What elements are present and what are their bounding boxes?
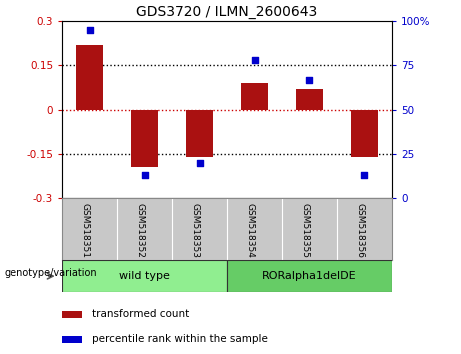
Text: GSM518352: GSM518352 xyxy=(136,203,145,258)
Title: GDS3720 / ILMN_2600643: GDS3720 / ILMN_2600643 xyxy=(136,5,318,19)
Point xyxy=(361,172,368,178)
Text: GSM518353: GSM518353 xyxy=(190,203,200,258)
Text: RORalpha1delDE: RORalpha1delDE xyxy=(262,271,357,281)
FancyBboxPatch shape xyxy=(62,260,227,292)
Text: percentile rank within the sample: percentile rank within the sample xyxy=(92,335,268,344)
Bar xyxy=(76,45,103,110)
Bar xyxy=(62,311,82,318)
Text: GSM518354: GSM518354 xyxy=(246,203,254,258)
Text: GSM518351: GSM518351 xyxy=(81,203,90,258)
Bar xyxy=(62,336,82,343)
Bar xyxy=(296,89,323,110)
Text: genotype/variation: genotype/variation xyxy=(5,268,97,278)
Bar xyxy=(131,110,159,167)
Bar xyxy=(186,110,213,157)
Point xyxy=(86,27,94,33)
Point xyxy=(141,172,148,178)
FancyBboxPatch shape xyxy=(227,260,392,292)
Point xyxy=(251,57,258,63)
Text: transformed count: transformed count xyxy=(92,309,189,319)
Bar xyxy=(241,83,268,110)
Bar xyxy=(351,110,378,157)
Text: GSM518355: GSM518355 xyxy=(301,203,309,258)
Point xyxy=(306,77,313,82)
Point xyxy=(196,160,203,166)
Text: GSM518356: GSM518356 xyxy=(355,203,364,258)
Text: wild type: wild type xyxy=(119,271,170,281)
